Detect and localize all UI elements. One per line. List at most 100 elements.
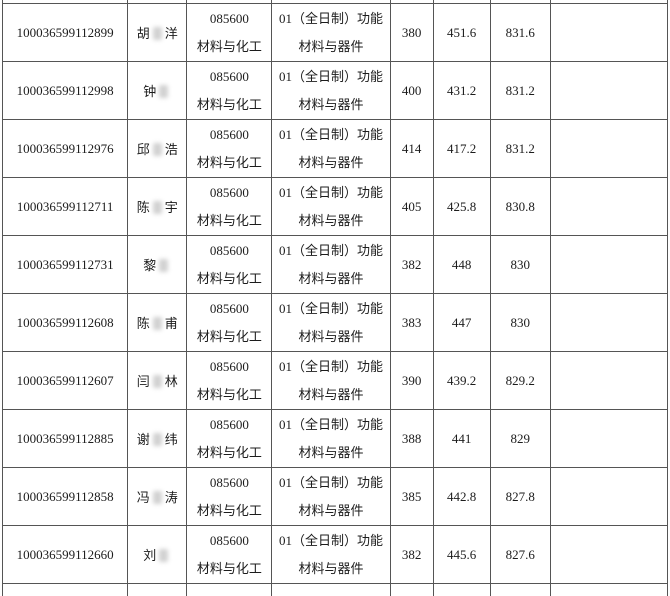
direction-line1: 01（全日制）功能: [278, 416, 383, 432]
candidate-id-cell: 100036599112711: [2, 178, 129, 236]
program-name: 材料与化工: [196, 96, 262, 112]
retest-score-cell: 425.8: [433, 178, 491, 236]
direction-cell: 01（全日制）功能 材料与器件: [272, 352, 391, 410]
direction-cell: 01（全日制）功能 材料与器件: [272, 178, 391, 236]
redaction-blur: [152, 201, 162, 214]
retest-score-cell: 448: [433, 236, 491, 294]
initial-score-cell: 380: [390, 4, 434, 62]
program-name: 材料与化工: [196, 38, 262, 54]
name-last-char: 宇: [164, 200, 178, 215]
retest-score-cell: 431.2: [433, 62, 491, 120]
candidate-name-cell: 钟: [128, 62, 188, 120]
program-code: 085600: [209, 10, 249, 26]
direction-cell: 01（全日制）功能 材料与器件: [272, 62, 391, 120]
direction-line1: 01（全日制）功能: [278, 10, 383, 26]
retest-score-cell: 441: [433, 410, 491, 468]
initial-score-cell: 383: [390, 294, 434, 352]
program-code: 085600: [209, 242, 249, 258]
direction-cell: 01（全日制）功能 材料与器件: [272, 294, 391, 352]
candidate-name-cell: 谢纬: [128, 410, 188, 468]
empty-cell: [551, 584, 668, 596]
table-row: 100036599112731 黎 085600 材料与化工 01（全日制）功能…: [2, 236, 668, 294]
total-score-cell: 830: [490, 294, 551, 352]
candidate-name-cell: 冯涛: [128, 468, 188, 526]
empty-cell: [490, 0, 551, 4]
name-first-char: 钟: [143, 84, 157, 99]
direction-line1: 01（全日制）功能: [278, 474, 383, 490]
initial-score-cell: 385: [390, 468, 434, 526]
name-first-char: 刘: [143, 548, 157, 563]
retest-score-cell: 451.6: [433, 4, 491, 62]
total-score-cell: 829.2: [490, 352, 551, 410]
empty-cell: [272, 584, 391, 596]
program-name: 材料与化工: [196, 154, 262, 170]
initial-score-cell: 382: [390, 526, 434, 584]
total-score-cell: 831.2: [490, 62, 551, 120]
redaction-blur: [152, 27, 162, 40]
empty-cell: [187, 0, 273, 4]
empty-cell: [128, 584, 188, 596]
direction-line2: 材料与器件: [298, 560, 364, 576]
empty-cell: [434, 584, 491, 596]
candidate-name-cell: 陈宇: [128, 178, 188, 236]
direction-cell: 01（全日制）功能 材料与器件: [272, 4, 391, 62]
empty-cell: [550, 0, 668, 4]
redaction-blur: [152, 491, 162, 504]
name-first-char: 谢: [136, 432, 150, 447]
direction-line2: 材料与器件: [298, 444, 364, 460]
redaction-blur: [159, 85, 169, 98]
program-code: 085600: [209, 300, 249, 316]
program-name: 材料与化工: [196, 328, 262, 344]
candidate-id-cell: 100036599112660: [2, 526, 129, 584]
program-code: 085600: [209, 68, 249, 84]
table-row: 100036599112711 陈宇 085600 材料与化工 01（全日制）功…: [2, 178, 668, 236]
program-cell: 085600 材料与化工: [187, 294, 273, 352]
initial-score-cell: 405: [390, 178, 434, 236]
total-score-cell: 830: [490, 236, 551, 294]
table-row: 100036599112858 冯涛 085600 材料与化工 01（全日制）功…: [2, 468, 668, 526]
candidate-id-cell: 100036599112858: [2, 468, 129, 526]
initial-score-cell: 382: [390, 236, 434, 294]
name-last-char: 洋: [164, 26, 178, 41]
initial-score-cell: 400: [390, 62, 434, 120]
empty-cell: [2, 584, 129, 596]
direction-line1: 01（全日制）功能: [278, 68, 383, 84]
remark-cell: [550, 120, 668, 178]
program-name: 材料与化工: [196, 502, 262, 518]
total-score-cell: 829: [490, 410, 551, 468]
direction-cell: 01（全日制）功能 材料与器件: [272, 236, 391, 294]
initial-score-cell: 390: [390, 352, 434, 410]
candidate-name-cell: 陈甫: [128, 294, 188, 352]
program-name: 材料与化工: [196, 386, 262, 402]
program-code: 085600: [209, 474, 249, 490]
table-row: 100036599112885 谢纬 085600 材料与化工 01（全日制）功…: [2, 410, 668, 468]
total-score-cell: 827.6: [490, 526, 551, 584]
direction-line2: 材料与器件: [298, 212, 364, 228]
direction-line2: 材料与器件: [298, 38, 364, 54]
program-code: 085600: [209, 184, 249, 200]
direction-line2: 材料与器件: [298, 328, 364, 344]
name-last-char: 涛: [164, 490, 178, 505]
direction-cell: 01（全日制）功能 材料与器件: [272, 526, 391, 584]
total-score-cell: 831.6: [490, 4, 551, 62]
name-first-char: 黎: [143, 258, 157, 273]
name-last-char: 林: [164, 374, 178, 389]
table-row: 100036599112899 胡洋 085600 材料与化工 01（全日制）功…: [2, 4, 668, 62]
remark-cell: [550, 526, 668, 584]
program-cell: 085600 材料与化工: [187, 526, 273, 584]
empty-cell: [433, 0, 491, 4]
redaction-blur: [152, 143, 162, 156]
table-row: 100036599112608 陈甫 085600 材料与化工 01（全日制）功…: [2, 294, 668, 352]
candidate-id-cell: 100036599112731: [2, 236, 129, 294]
retest-score-cell: 442.8: [433, 468, 491, 526]
table-row: 100036599112660 刘 085600 材料与化工 01（全日制）功能…: [2, 526, 668, 584]
remark-cell: [550, 468, 668, 526]
program-cell: 085600 材料与化工: [187, 236, 273, 294]
candidate-id-cell: 100036599112607: [2, 352, 129, 410]
program-name: 材料与化工: [196, 560, 262, 576]
initial-score-cell: 414: [390, 120, 434, 178]
candidate-name-cell: 黎: [128, 236, 188, 294]
name-first-char: 陈: [136, 200, 150, 215]
initial-score-cell: 388: [390, 410, 434, 468]
program-cell: 085600 材料与化工: [187, 120, 273, 178]
